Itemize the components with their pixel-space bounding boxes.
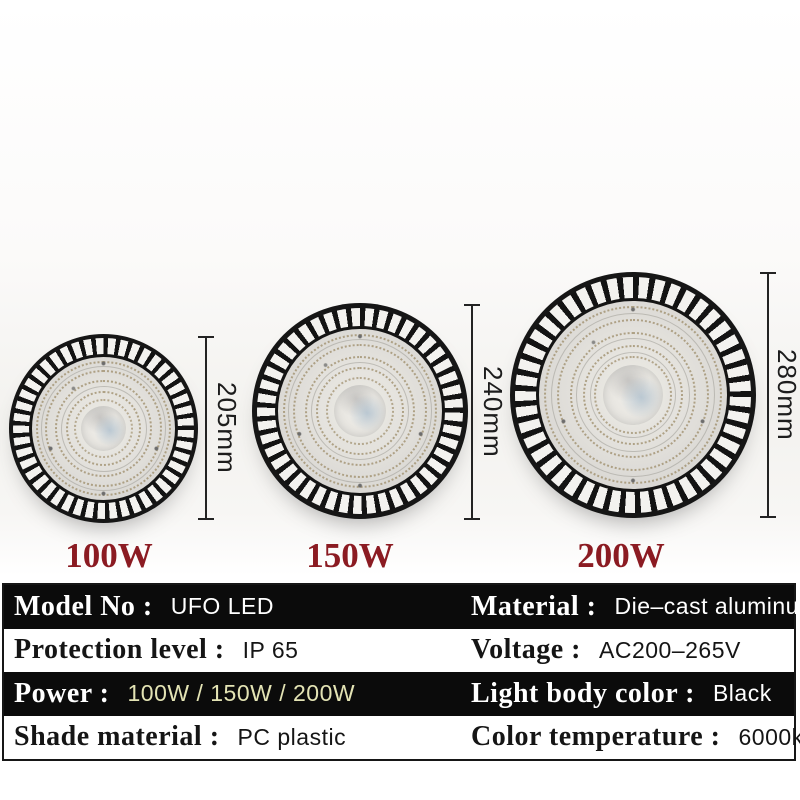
spec-row-power-bodycolor: Power : 100W / 150W / 200W Light body co… [4,672,794,716]
lamp-center-lens [80,405,127,452]
spec-value-protection: IP 65 [242,636,299,663]
spec-label-voltage: Voltage : [471,634,582,666]
wattage-label-100w: 100W [65,536,153,575]
spec-value-colortemp: 6000k [738,723,800,750]
dimension-line-150w [464,304,480,520]
spec-row-model-material: Model No : UFO LED Material : Die–cast a… [4,585,800,629]
spec-cell-voltage: Voltage : AC200–265V [471,634,794,666]
spec-table: Model No : UFO LED Material : Die–cast a… [2,583,800,761]
dimension-label-150w: 240mm [478,366,508,458]
spec-label-power: Power : [14,677,110,709]
dimension-label-100w: 205mm [212,382,242,474]
spec-label-bodycolor: Light body color : [471,677,695,709]
dimension-label-200w: 280mm [772,349,800,441]
lamp-center-lens [602,364,664,426]
ufo-lamp-200w [510,272,756,518]
spec-cell-bodycolor: Light body color : Black [471,678,794,710]
spec-value-bodycolor: Black [712,680,772,707]
spec-label-shade: Shade material : [14,721,220,753]
spec-cell-protection: Protection level : IP 65 [4,634,471,666]
wattage-label-150w: 150W [306,536,394,575]
spec-label-model: Model No : [14,590,153,622]
spec-row-shade-colortemp: Shade material : PC plastic Color temper… [4,715,800,759]
spec-cell-model: Model No : UFO LED [4,591,471,623]
dimension-line-100w [198,336,214,520]
spec-cell-shade: Shade material : PC plastic [4,721,471,753]
spec-value-voltage: AC200–265V [599,636,741,663]
spec-label-protection: Protection level : [14,634,225,666]
lamp-led-face [535,297,731,493]
spec-label-material: Material : [471,590,597,622]
spec-value-power: 100W / 150W / 200W [127,680,356,707]
spec-cell-colortemp: Color temperature : 6000k [471,721,800,753]
spec-value-model: UFO LED [170,593,274,620]
lamp-led-face [274,325,446,497]
ufo-lamp-150w [252,303,468,519]
spec-label-colortemp: Color temperature : [471,721,721,753]
lamp-center-lens [333,384,387,438]
spec-cell-material: Material : Die–cast aluminum [471,591,800,623]
spec-cell-power: Power : 100W / 150W / 200W [4,678,471,710]
wattage-label-200w: 200W [577,536,665,575]
dimension-line-200w [760,272,776,518]
lamp-led-face [28,353,179,504]
spec-value-material: Die–cast aluminum [614,593,800,620]
spec-value-shade: PC plastic [237,723,347,750]
ufo-lamp-100w [9,334,198,523]
spec-row-protection-voltage: Protection level : IP 65 Voltage : AC200… [4,628,794,672]
